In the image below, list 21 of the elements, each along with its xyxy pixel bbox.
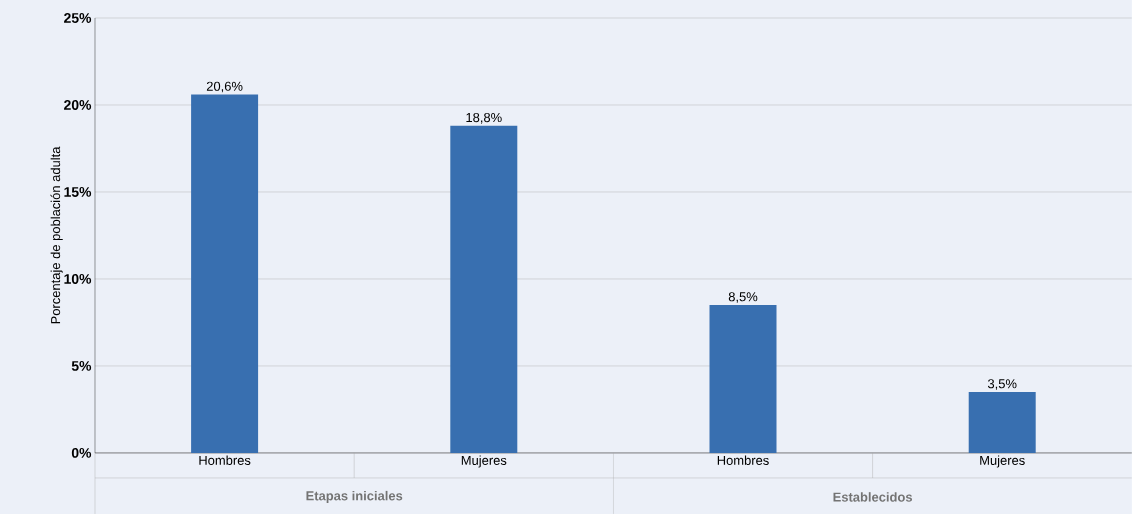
y-tick-label: 15% <box>64 186 92 197</box>
bar <box>191 94 259 453</box>
y-axis-title: Porcentaje de población adulta <box>50 146 63 324</box>
x-tick-label: Mujeres <box>461 455 507 468</box>
y-tick-label: 0% <box>71 447 92 458</box>
bar <box>450 125 518 453</box>
y-tick-label: 10% <box>64 273 92 284</box>
data-label: 3,5% <box>987 379 1017 390</box>
bar <box>968 391 1036 453</box>
y-tick-label: 20% <box>64 99 92 110</box>
y-tick-label: 5% <box>71 360 92 371</box>
bar <box>709 304 777 453</box>
data-label: 8,5% <box>728 292 758 303</box>
x-tick-label: Hombres <box>199 455 251 465</box>
y-tick-label: 25% <box>64 12 92 23</box>
data-label: 20,6% <box>206 81 243 93</box>
data-label: 18,8% <box>466 112 502 124</box>
text: Etapas iniciales <box>306 490 403 503</box>
text: Establecidos <box>833 492 913 502</box>
x-tick-label: Hombres <box>717 455 769 465</box>
x-tick-label: Mujeres <box>980 455 1025 468</box>
